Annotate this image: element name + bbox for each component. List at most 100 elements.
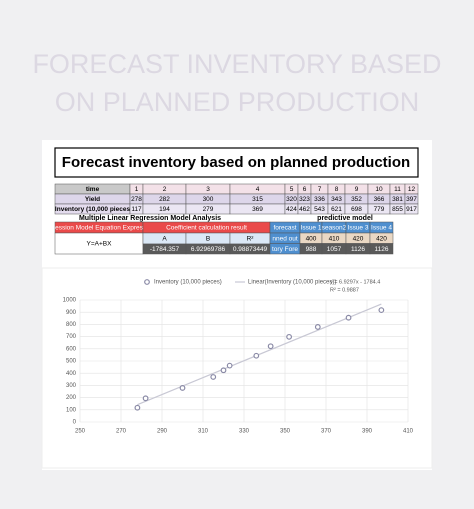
table-row-header: time	[86, 186, 100, 193]
point	[267, 343, 274, 350]
chart-frame	[41, 267, 433, 469]
prediction-cell: 410	[329, 235, 340, 242]
equation: Y=A+BX	[87, 241, 113, 248]
prediction-header: Issue 1	[301, 225, 322, 232]
y-tick-label: 900	[66, 310, 77, 316]
table-cell: 8	[335, 186, 339, 193]
prediction-cell: nned out	[272, 235, 297, 242]
prediction-cell: 400	[306, 235, 317, 242]
table-cell: 369	[252, 206, 263, 213]
legend-label: Linear(Inventory (10,000 pieces))	[248, 280, 336, 286]
table-cell: 3	[206, 186, 210, 193]
table-cell-bg	[404, 203, 419, 215]
point	[345, 314, 352, 321]
coef-name: A	[162, 236, 167, 243]
prediction-cell: 1126	[375, 246, 389, 253]
y-tick-label: 200	[66, 395, 77, 401]
table-cell: 397	[406, 196, 417, 203]
table-cell: 352	[351, 196, 362, 203]
table-cell: 12	[408, 186, 416, 193]
point	[314, 324, 321, 330]
table-cell: 323	[299, 196, 310, 203]
coef-name: B	[206, 236, 210, 243]
table-cell: 315	[252, 196, 263, 203]
x-tick-label: 350	[280, 429, 291, 435]
table-cell: 621	[331, 206, 342, 213]
table-cell: 7	[318, 186, 322, 193]
prediction-cell-bg	[369, 243, 394, 255]
banner-title: FORECAST INVENTORY BASED	[32, 49, 441, 79]
table-cell: 917	[406, 206, 417, 213]
table-cell: 1	[135, 186, 139, 193]
sheet-title: Forecast inventory based on planned prod…	[62, 154, 410, 171]
table-cell: 779	[374, 206, 385, 213]
table-cell: 194	[159, 206, 170, 213]
y-tick-label: 700	[66, 334, 77, 340]
equation-label: ession Model Equation Expres	[55, 225, 144, 232]
table-row-header: Yield	[85, 196, 100, 203]
table-cell: 381	[392, 196, 403, 203]
prediction-cell: 420	[353, 235, 364, 242]
table-cell: 5	[290, 186, 294, 193]
coef-value: 6.92969786	[191, 246, 226, 253]
x-tick-label: 330	[239, 429, 250, 435]
y-tick-label: 800	[66, 322, 77, 328]
table-cell: 855	[392, 206, 403, 213]
table-cell: 336	[314, 196, 325, 203]
table-cell: 366	[374, 196, 385, 203]
x-tick-label: 250	[75, 429, 86, 435]
prediction-header: forecast	[273, 225, 296, 232]
y-tick-label: 0	[73, 420, 77, 426]
table-cell: 4	[256, 186, 260, 193]
point	[226, 362, 233, 369]
banner-title: ON PLANNED PRODUCTION	[55, 87, 420, 117]
prediction-cell: 1057	[327, 246, 342, 253]
prediction-cell: tory Fore	[272, 246, 298, 253]
trendline	[137, 303, 382, 406]
legend-marker	[144, 279, 150, 285]
coef-name: R²	[247, 236, 255, 243]
y-tick-label: 100	[66, 407, 77, 413]
point	[179, 385, 186, 391]
table-cell: 462	[299, 206, 310, 213]
prediction-cell: 1126	[351, 246, 365, 253]
point	[220, 367, 227, 374]
table-cell: 698	[351, 206, 362, 213]
y-tick-label: 600	[66, 346, 77, 352]
table-cell: 279	[203, 206, 214, 213]
y-tick-label: 400	[66, 371, 77, 377]
table-cell: 343	[331, 196, 342, 203]
trend-r-squared: R² = 0.9887	[330, 287, 359, 293]
table-cell: 282	[159, 196, 170, 203]
point	[378, 307, 385, 314]
coef-value: -1784.357	[150, 246, 180, 253]
prediction-header: Issue 3	[348, 225, 369, 232]
sheet-title-box	[54, 147, 419, 178]
x-tick-label: 290	[157, 429, 168, 435]
table-cell: 278	[131, 196, 142, 203]
table-cell: 2	[163, 186, 167, 193]
table-cell: 6	[303, 186, 307, 193]
table-cell: 11	[394, 186, 401, 193]
legend-label: Inventory (10,000 pieces)	[154, 280, 222, 286]
prediction-cell: 988	[306, 246, 317, 253]
analysis-label: Multiple Linear Regression Model Analysi…	[79, 215, 221, 222]
point	[210, 374, 217, 380]
y-tick-label: 1000	[63, 298, 77, 304]
x-tick-label: 390	[362, 429, 373, 435]
table-cell: 300	[203, 196, 214, 203]
x-tick-label: 310	[198, 429, 209, 435]
point	[286, 333, 293, 340]
table-cell: 117	[131, 206, 142, 213]
table-cell: 9	[355, 186, 359, 193]
coef-header: Coefficient calculation result	[166, 225, 247, 232]
coef-value: 0.98873449	[233, 246, 268, 253]
prediction-header: season2	[322, 225, 347, 232]
prediction-cell: 420	[376, 235, 387, 242]
x-tick-label: 270	[116, 429, 127, 435]
prediction-header: Issue 4	[371, 225, 392, 232]
table-row-header: Inventory (10,000 pieces	[55, 206, 131, 213]
x-tick-label: 370	[321, 429, 332, 435]
x-tick-label: 410	[403, 429, 414, 435]
